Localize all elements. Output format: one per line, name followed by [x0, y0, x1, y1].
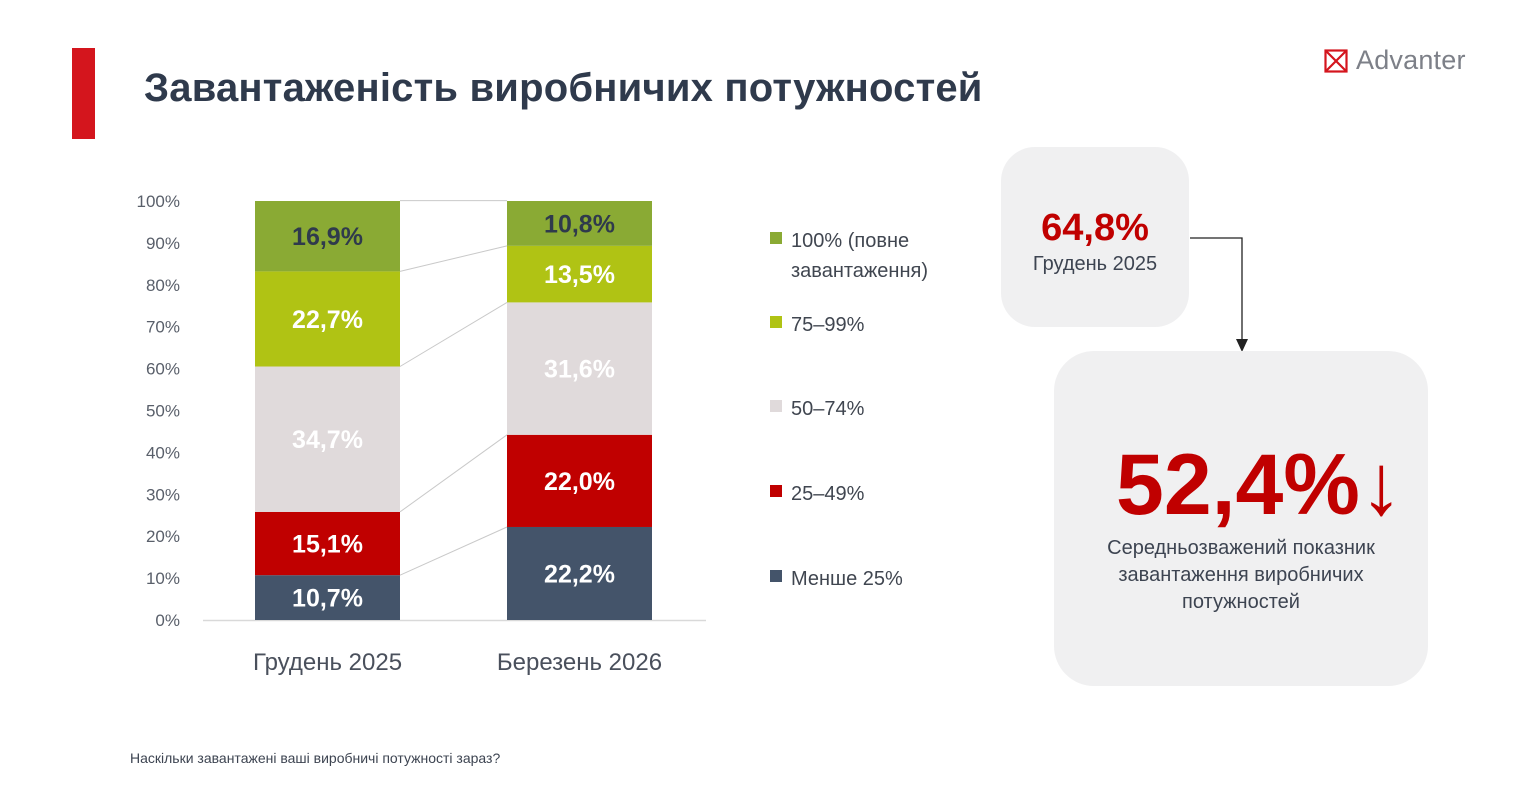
legend-label: Менше 25% [791, 568, 903, 590]
stacked-bar-chart: 0% 10% 20% 30% 40% 50% 60% 70% 80% 90% 100% 10,7% 15… [137, 192, 706, 676]
series-connector-line [399, 434, 508, 513]
bar-segment [507, 245, 652, 303]
data-label: 10,8% [544, 210, 615, 238]
y-tick-label: 30% [146, 485, 180, 504]
bar-segment [507, 201, 652, 246]
y-tick-label: 20% [146, 527, 180, 546]
series-connector-line [399, 526, 508, 576]
series-connector-line [399, 301, 508, 367]
title-accent-bar [72, 48, 95, 139]
logo-text: Advanter [1356, 45, 1466, 75]
y-tick-label: 70% [146, 318, 180, 337]
legend-label: 100% (повне завантаження) [791, 230, 929, 282]
bar-segment [507, 434, 652, 527]
legend-label: 50–74% [791, 398, 865, 420]
previous-value-card: 64,8% Грудень 2025 [1001, 147, 1189, 327]
bar-segment [255, 575, 400, 620]
legend-swatch [770, 400, 782, 412]
data-label: 31,6% [544, 356, 615, 384]
previous-value: 64,8% [1041, 207, 1149, 249]
legend-item-100: 100% (повне завантаження) [770, 226, 928, 286]
legend-item-under-25: Менше 25% [770, 564, 903, 594]
brand-logo: Advanter [1324, 45, 1466, 76]
bar-segment [507, 302, 652, 435]
bar-segment [255, 511, 400, 576]
data-label: 22,7% [292, 306, 363, 334]
bar-segment [255, 271, 400, 367]
y-tick-label: 100% [137, 192, 180, 211]
bar-segment [255, 201, 400, 272]
data-label: 34,7% [292, 426, 363, 454]
y-tick-label: 60% [146, 360, 180, 379]
bar-segment [255, 366, 400, 512]
arrow-head-icon [1236, 339, 1248, 352]
x-category-label: Грудень 2025 [253, 649, 402, 676]
data-label: 10,7% [292, 585, 363, 613]
legend-item-50-74: 50–74% [770, 394, 864, 424]
x-category-label: Березень 2026 [497, 649, 662, 676]
page-title: Завантаженість виробничих потужностей [144, 66, 983, 110]
legend-swatch [770, 316, 782, 328]
y-tick-label: 50% [146, 402, 180, 421]
legend-swatch [770, 570, 782, 582]
survey-question-footnote: Наскільки завантажені ваші виробничі пот… [130, 750, 501, 766]
previous-label: Грудень 2025 [1032, 253, 1158, 275]
legend-item-75-99: 75–99% [770, 310, 864, 340]
legend-item-25-49: 25–49% [770, 479, 864, 509]
legend-swatch [770, 485, 782, 497]
y-tick-label: 10% [146, 569, 180, 588]
bar-segment [507, 526, 652, 620]
y-tick-label: 0% [155, 611, 180, 630]
advanter-logo-icon [1324, 48, 1348, 73]
current-value: 52,4%↓ [1116, 437, 1403, 533]
y-tick-label: 80% [146, 276, 180, 295]
data-label: 16,9% [292, 223, 363, 251]
legend-swatch [770, 232, 782, 244]
legend-label: 25–49% [791, 483, 865, 505]
y-tick-label: 40% [146, 443, 180, 462]
series-connector-line [399, 245, 508, 272]
data-label: 22,2% [544, 560, 615, 588]
current-caption: Середньозважений показник завантаження в… [1107, 537, 1375, 613]
y-tick-label: 90% [146, 234, 180, 253]
data-label: 22,0% [544, 468, 615, 496]
legend-label: 75–99% [791, 314, 865, 336]
data-label: 13,5% [544, 261, 615, 289]
current-value-card [1054, 351, 1428, 686]
data-label: 15,1% [292, 531, 363, 559]
